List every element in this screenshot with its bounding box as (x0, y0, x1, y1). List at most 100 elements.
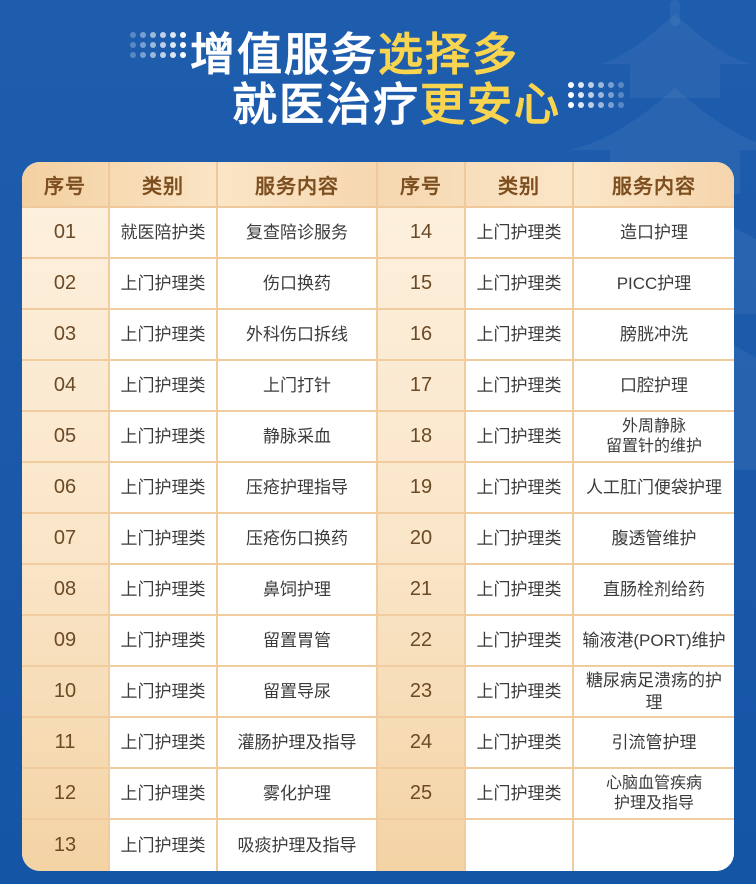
dot-icon (180, 32, 186, 38)
service-cell: 直肠栓剂给药 (574, 565, 734, 616)
service-cell: 腹透管维护 (574, 514, 734, 565)
header-cell-service: 服务内容 (218, 162, 378, 208)
row-number-cell: 01 (22, 208, 110, 259)
category-cell: 上门护理类 (110, 463, 218, 514)
service-cell: 膀胱冲洗 (574, 310, 734, 361)
dot-icon (180, 42, 186, 48)
dot-icon (608, 92, 614, 98)
number-column-background-right (378, 162, 466, 871)
row-number-cell: 12 (22, 769, 110, 820)
service-cell: 压疮伤口换药 (218, 514, 378, 565)
service-cell (574, 820, 734, 871)
service-cell: 雾化护理 (218, 769, 378, 820)
category-cell: 上门护理类 (466, 769, 574, 820)
dot-icon (170, 42, 176, 48)
service-cell: 心脑血管疾病 护理及指导 (574, 769, 734, 820)
category-cell: 上门护理类 (110, 616, 218, 667)
service-cell: 留置胃管 (218, 616, 378, 667)
row-number-cell: 17 (378, 361, 466, 412)
dot-icon (130, 32, 136, 38)
dot-icon (140, 52, 146, 58)
row-number-cell: 07 (22, 514, 110, 565)
service-cell: 复查陪诊服务 (218, 208, 378, 259)
dot-icon (578, 82, 584, 88)
dot-icon (588, 102, 594, 108)
row-number-cell: 02 (22, 259, 110, 310)
category-cell: 上门护理类 (110, 361, 218, 412)
dot-icon (618, 82, 624, 88)
row-number-cell: 08 (22, 565, 110, 616)
row-number-cell: 06 (22, 463, 110, 514)
category-cell: 上门护理类 (110, 514, 218, 565)
row-number-cell: 10 (22, 667, 110, 718)
number-column-background-left (22, 162, 110, 871)
dot-icon (170, 52, 176, 58)
service-cell: 口腔护理 (574, 361, 734, 412)
dot-icon (180, 52, 186, 58)
service-cell: 外周静脉 留置针的维护 (574, 412, 734, 463)
category-cell: 上门护理类 (110, 310, 218, 361)
title-line2-white: 就医治疗 (231, 79, 421, 131)
dot-icon (568, 82, 574, 88)
service-cell: 灌肠护理及指导 (218, 718, 378, 769)
dot-icon (588, 92, 594, 98)
dot-icon (568, 92, 574, 98)
service-cell: 压疮护理指导 (218, 463, 378, 514)
dot-icon (130, 52, 136, 58)
row-number-cell: 13 (22, 820, 110, 871)
category-cell: 上门护理类 (466, 412, 574, 463)
row-number-cell: 23 (378, 667, 466, 718)
service-cell: PICC护理 (574, 259, 734, 310)
category-cell (466, 820, 574, 871)
dot-icon (140, 32, 146, 38)
row-number-cell: 05 (22, 412, 110, 463)
row-number-cell: 24 (378, 718, 466, 769)
dot-icon (598, 102, 604, 108)
row-number-cell: 03 (22, 310, 110, 361)
service-cell: 鼻饲护理 (218, 565, 378, 616)
category-cell: 上门护理类 (110, 565, 218, 616)
dot-icon (618, 102, 624, 108)
row-number-cell: 25 (378, 769, 466, 820)
service-cell: 静脉采血 (218, 412, 378, 463)
title-line-2: 就医治疗更安心 (231, 68, 561, 133)
row-number-cell: 09 (22, 616, 110, 667)
dot-icon (568, 102, 574, 108)
header-cell-service: 服务内容 (574, 162, 734, 208)
service-cell: 造口护理 (574, 208, 734, 259)
dot-icon (608, 102, 614, 108)
row-number-cell: 11 (22, 718, 110, 769)
row-number-cell: 22 (378, 616, 466, 667)
table-header-row: 序号 类别 服务内容 序号 类别 服务内容 (22, 162, 734, 208)
category-cell: 上门护理类 (466, 259, 574, 310)
dot-icon (578, 92, 584, 98)
header-cell-no: 序号 (22, 162, 110, 208)
category-cell: 上门护理类 (110, 667, 218, 718)
service-cell: 上门打针 (218, 361, 378, 412)
dot-icon (608, 82, 614, 88)
header-cell-category: 类别 (466, 162, 574, 208)
dot-icon (150, 42, 156, 48)
row-number-cell: 04 (22, 361, 110, 412)
dot-icon (598, 92, 604, 98)
title-line1-yellow: 选择多 (378, 29, 520, 81)
header-cell-category: 类别 (110, 162, 218, 208)
dot-grid-decoration-right (568, 82, 624, 108)
service-cell: 伤口换药 (218, 259, 378, 310)
dot-icon (160, 52, 166, 58)
row-number-cell: 18 (378, 412, 466, 463)
dot-icon (578, 102, 584, 108)
category-cell: 上门护理类 (466, 565, 574, 616)
category-cell: 上门护理类 (466, 463, 574, 514)
row-number-cell (378, 820, 466, 871)
dot-icon (160, 42, 166, 48)
category-cell: 上门护理类 (110, 820, 218, 871)
header-cell-no: 序号 (378, 162, 466, 208)
row-number-cell: 14 (378, 208, 466, 259)
category-cell: 上门护理类 (466, 616, 574, 667)
category-cell: 上门护理类 (466, 361, 574, 412)
service-cell: 吸痰护理及指导 (218, 820, 378, 871)
dot-icon (588, 82, 594, 88)
row-number-cell: 15 (378, 259, 466, 310)
